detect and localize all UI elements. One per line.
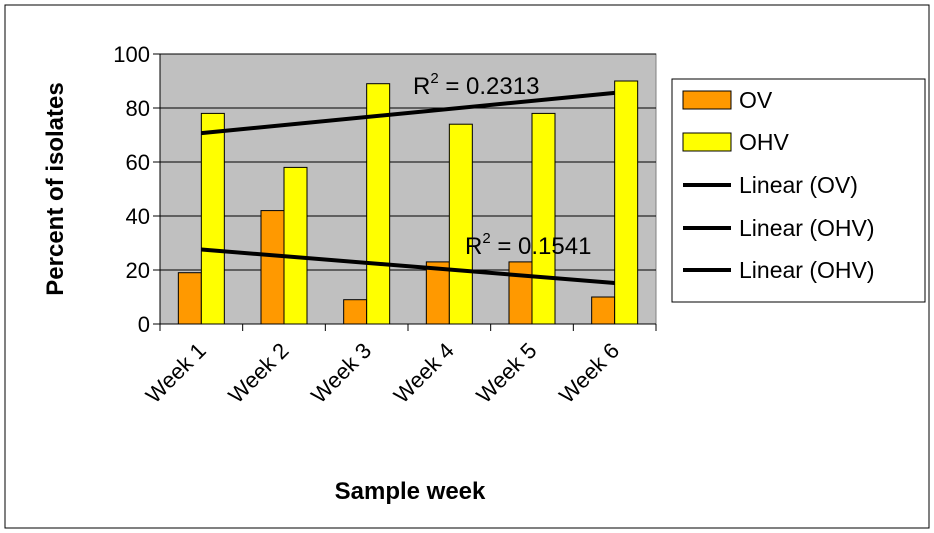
legend-item-linear-ov: Linear (OV) (683, 172, 858, 198)
r2-exponent: 2 (430, 70, 438, 87)
y-tick-label: 0 (138, 312, 150, 337)
bar-ohv (531, 112, 556, 325)
legend-swatch-ov (682, 90, 732, 110)
y-tick-label: 60 (126, 150, 150, 175)
y-tick-label: 40 (126, 204, 150, 229)
legend-label-linear-ov: Linear (OV) (739, 172, 858, 198)
bar-ov (177, 272, 202, 325)
legend-item-linear-ohv: Linear (OHV) (683, 215, 874, 241)
legend: OV OHV Linear (OV) Linear (OHV) Linear (… (671, 78, 926, 303)
r2-letter: R (413, 73, 430, 100)
y-tick-label: 100 (113, 42, 150, 67)
bar-ohv (366, 83, 391, 325)
bar-ov (260, 210, 285, 325)
bar-ohv (200, 112, 225, 325)
legend-item-linear-ohv-2: Linear (OHV) (683, 257, 874, 283)
y-tick-label: 80 (126, 96, 150, 121)
trendline-ohv (201, 90, 615, 136)
axes (153, 53, 657, 331)
r2-label-ov: R2 = 0.1541 (465, 230, 591, 260)
legend-label-ohv: OHV (739, 129, 790, 155)
r2-exponent: 2 (482, 230, 490, 247)
trendlines (201, 90, 615, 285)
y-tick-labels: 0 20 40 60 80 100 (113, 42, 150, 337)
legend-label-ov: OV (739, 87, 773, 113)
legend-item-ov: OV (682, 87, 773, 113)
y-axis-title: Percent of isolates (42, 82, 69, 295)
gridlines (160, 53, 656, 271)
trendline-ov (201, 247, 615, 285)
legend-item-ohv: OHV (682, 129, 790, 155)
legend-label-linear-ohv-2: Linear (OHV) (739, 257, 874, 283)
bar-ov (508, 261, 533, 325)
bar-ov (343, 299, 368, 325)
bar-ohv (448, 123, 473, 325)
bar-ohv (614, 80, 639, 325)
y-tick-label: 20 (126, 258, 150, 283)
r2-value: = 0.1541 (491, 233, 592, 260)
legend-swatch-ohv (682, 132, 732, 152)
legend-box (671, 78, 926, 303)
legend-label-linear-ohv: Linear (OHV) (739, 215, 874, 241)
bar-ov (591, 296, 616, 325)
r2-label-ohv: R2 = 0.2313 (413, 70, 539, 100)
x-axis-title: Sample week (335, 478, 486, 505)
r2-letter: R (465, 233, 482, 260)
r2-value: = 0.2313 (439, 73, 540, 100)
bar-ohv (283, 166, 308, 325)
